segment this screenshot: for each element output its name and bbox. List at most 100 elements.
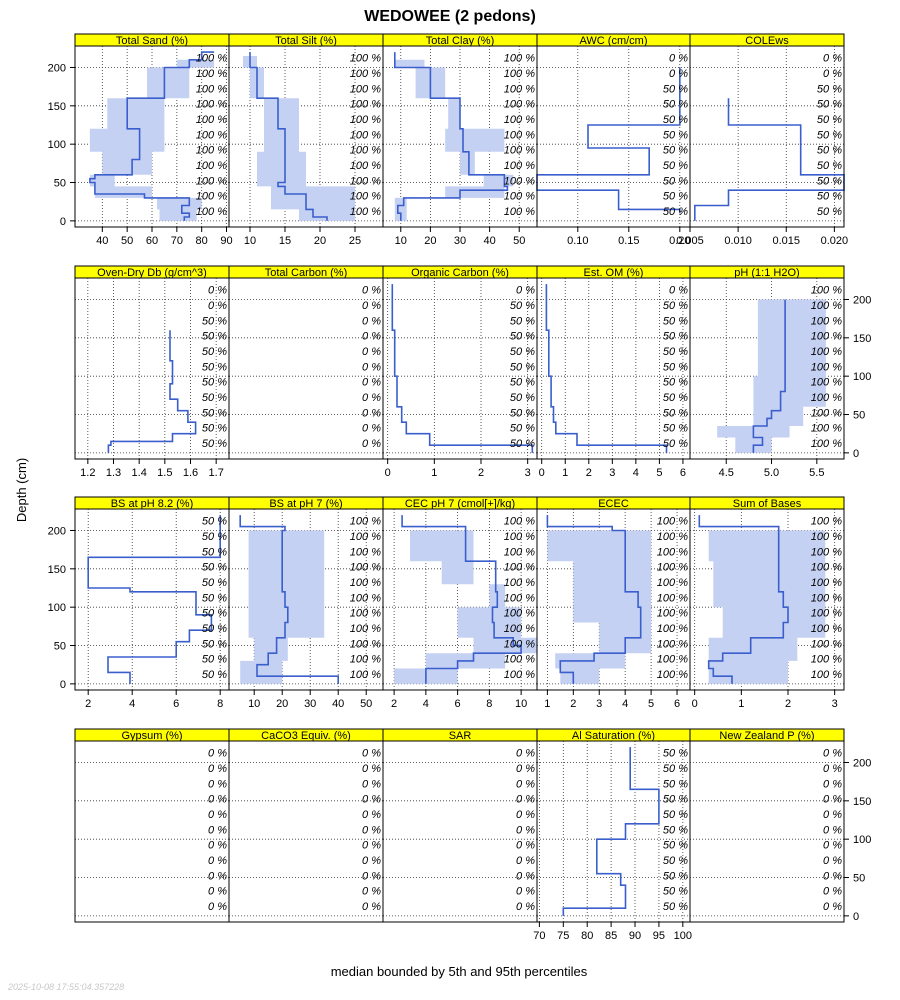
data-coverage-label: 100 % bbox=[811, 407, 842, 419]
data-coverage-label: 50 % bbox=[510, 392, 535, 404]
x-tick-label: 40 bbox=[96, 235, 108, 247]
data-coverage-label: 100 % bbox=[350, 654, 381, 666]
panel: BS at pH 8.2 (%) 50 % 50 % 50 % 50 % 50 % 50 %… bbox=[74, 496, 230, 710]
x-tick-label: 0.020 bbox=[821, 235, 849, 247]
data-coverage-label: 50 % bbox=[663, 361, 688, 373]
panel: CaCO3 Equiv. (%) 0 % 0 % 0 % 0 % 0 % 0 % 0 % 0 %… bbox=[228, 728, 384, 923]
data-coverage-label: 50 % bbox=[510, 346, 535, 358]
data-coverage-label: 100 % bbox=[811, 438, 842, 450]
x-tick-label: 10 bbox=[248, 698, 260, 710]
percentile-band bbox=[717, 299, 826, 453]
data-coverage-label: 100 % bbox=[196, 145, 227, 157]
median-line bbox=[752, 299, 786, 453]
panel: pH (1:1 H2O) 100 % 100 % 100 % 100 % 100 % 100… bbox=[689, 265, 845, 479]
x-tick-label: 1.6 bbox=[183, 467, 198, 479]
x-tick-label: 100 bbox=[674, 930, 692, 942]
data-coverage-label: 100 % bbox=[504, 99, 535, 111]
panel-frame bbox=[689, 740, 845, 923]
x-tick-label: 0.015 bbox=[772, 235, 800, 247]
percentile-band bbox=[240, 530, 325, 684]
data-coverage-label: 0 % bbox=[362, 809, 381, 821]
data-coverage-label: 100 % bbox=[196, 160, 227, 172]
median-line bbox=[393, 52, 509, 221]
data-coverage-label: 100 % bbox=[657, 516, 688, 528]
panel-frame bbox=[689, 45, 845, 228]
data-coverage-label: 0 % bbox=[208, 855, 227, 867]
data-coverage-label: 100 % bbox=[196, 206, 227, 218]
data-coverage-label: 100 % bbox=[811, 638, 842, 650]
data-coverage-label: 100 % bbox=[811, 392, 842, 404]
data-coverage-label: 0 % bbox=[362, 285, 381, 297]
data-coverage-label: 0 % bbox=[823, 763, 842, 775]
data-coverage-label: 100 % bbox=[350, 145, 381, 157]
data-coverage-label: 50 % bbox=[663, 145, 688, 157]
x-tick-label: 1 bbox=[431, 467, 437, 479]
x-tick-label: 4 bbox=[622, 698, 628, 710]
data-coverage-label: 0 % bbox=[362, 423, 381, 435]
data-coverage-label: 0 % bbox=[362, 840, 381, 852]
percentile-band bbox=[394, 530, 537, 684]
x-tick-label: 1.7 bbox=[209, 467, 224, 479]
data-coverage-label: 0 % bbox=[823, 901, 842, 913]
median-line bbox=[545, 284, 668, 453]
panel: BS at pH 7 (%) 100 % 100 % 100 % 100 % 100 % 1… bbox=[228, 496, 384, 710]
data-coverage-label: 50 % bbox=[663, 206, 688, 218]
data-coverage-label: 100 % bbox=[196, 191, 227, 203]
panel: Est. OM (%)50 %50 %50 %50 %50 %50 %50 %5… bbox=[536, 265, 691, 479]
data-coverage-label: 50 % bbox=[663, 346, 688, 358]
data-coverage-label: 50 % bbox=[510, 438, 535, 450]
y-tick-label: 0 bbox=[60, 216, 66, 228]
data-coverage-label: 0 % bbox=[208, 809, 227, 821]
x-tick-label: 10 bbox=[515, 698, 527, 710]
data-coverage-label: 50 % bbox=[817, 83, 842, 95]
data-coverage-label: 50 % bbox=[663, 392, 688, 404]
x-tick-label: 85 bbox=[605, 930, 617, 942]
data-coverage-label: 0 % bbox=[516, 778, 535, 790]
x-tick-label: 70 bbox=[533, 930, 545, 942]
data-coverage-label: 0 % bbox=[516, 748, 535, 760]
data-coverage-label: 100 % bbox=[811, 562, 842, 574]
x-tick-label: 25 bbox=[349, 235, 361, 247]
y-tick-label: 150 bbox=[853, 333, 871, 345]
y-tick-label: 150 bbox=[48, 101, 66, 113]
x-tick-label: 3 bbox=[525, 467, 531, 479]
data-coverage-label: 100 % bbox=[504, 68, 535, 80]
x-tick-label: 1.4 bbox=[132, 467, 147, 479]
data-coverage-label: 0 % bbox=[208, 763, 227, 775]
panel: Total Silt (%) 100 % 100 % 100 % 100 % 100 % 1… bbox=[228, 33, 384, 247]
data-coverage-label: 100 % bbox=[504, 531, 535, 543]
data-coverage-label: 100 % bbox=[350, 160, 381, 172]
panel-strip-label: Total Clay (%) bbox=[426, 35, 494, 47]
data-coverage-label: 100 % bbox=[196, 129, 227, 141]
data-coverage-label: 50 % bbox=[663, 748, 688, 760]
x-tick-label: 0.15 bbox=[618, 235, 639, 247]
panel-strip-label: SAR bbox=[449, 730, 472, 742]
data-coverage-label: 100 % bbox=[504, 83, 535, 95]
x-tick-label: 10 bbox=[395, 235, 407, 247]
data-coverage-label: 50 % bbox=[202, 608, 227, 620]
y-tick-label: 200 bbox=[48, 62, 66, 74]
x-tick-label: 1.2 bbox=[80, 467, 95, 479]
x-tick-label: 5 bbox=[656, 467, 662, 479]
data-coverage-label: 50 % bbox=[663, 901, 688, 913]
x-tick-label: 1.5 bbox=[157, 467, 172, 479]
data-coverage-label: 50 % bbox=[817, 145, 842, 157]
y-tick-label: 0 bbox=[60, 679, 66, 691]
data-coverage-label: 100 % bbox=[350, 53, 381, 65]
data-coverage-label: 100 % bbox=[504, 546, 535, 558]
data-coverage-label: 100 % bbox=[350, 516, 381, 528]
data-coverage-label: 100 % bbox=[811, 531, 842, 543]
data-coverage-label: 0 % bbox=[516, 870, 535, 882]
data-coverage-label: 0 % bbox=[516, 855, 535, 867]
data-coverage-label: 100 % bbox=[504, 129, 535, 141]
data-coverage-label: 50 % bbox=[817, 114, 842, 126]
panel: Total Carbon (%) 0 % 0 % 0 % 0 % 0 % 0 % 0 % 0 %… bbox=[228, 265, 384, 460]
x-tick-label: 2 bbox=[391, 698, 397, 710]
data-coverage-label: 50 % bbox=[663, 175, 688, 187]
panel: Oven-Dry Db (g/cm^3) 50 % 50 % 50 % 50 % 50 %… bbox=[74, 265, 230, 479]
x-tick-label: 40 bbox=[483, 235, 495, 247]
x-tick-label: 5.5 bbox=[809, 467, 824, 479]
data-coverage-label: 50 % bbox=[202, 423, 227, 435]
panel: ECEC 100 % 100 % 100 % 100 % 100 % 100 % 100 % 1… bbox=[536, 496, 691, 710]
panel-strip-label: Sum of Bases bbox=[733, 498, 802, 510]
